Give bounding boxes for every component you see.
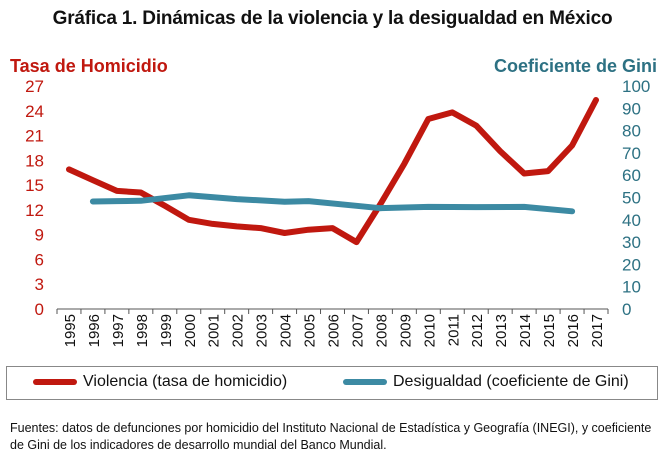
chart-title: Gráfica 1. Dinámicas de la violencia y l…	[52, 8, 613, 29]
right-tick-label: 0	[622, 300, 631, 319]
legend: Violencia (tasa de homicidio) Desigualda…	[6, 366, 658, 400]
legend-item-violence: Violencia (tasa de homicidio)	[33, 373, 287, 391]
right-axis-title: Coeficiente de Gini	[493, 56, 657, 76]
left-tick-label: 24	[25, 102, 44, 121]
x-tick-label: 2009	[397, 314, 414, 347]
right-tick-label: 100	[622, 77, 650, 96]
x-tick-label: 2013	[493, 314, 510, 347]
left-tick-label: 27	[25, 77, 44, 96]
x-tick-label: 2012	[469, 314, 486, 347]
x-tick-label: 2000	[182, 314, 199, 347]
x-tick-label: 2003	[254, 314, 271, 347]
right-tick-label: 10	[622, 278, 641, 297]
x-tick-label: 2006	[326, 314, 343, 347]
left-axis-title: Tasa de Homicidio	[10, 56, 168, 76]
x-tick-label: 1995	[62, 314, 79, 347]
x-tick-label: 2015	[541, 314, 558, 347]
x-tick-label: 1999	[158, 314, 175, 347]
x-tick-label: 2001	[206, 314, 223, 347]
x-tick-label: 2017	[589, 314, 606, 347]
left-tick-label: 18	[25, 151, 44, 170]
right-tick-label: 60	[622, 166, 641, 185]
right-tick-label: 70	[622, 144, 641, 163]
left-tick-label: 21	[25, 127, 44, 146]
left-tick-label: 3	[35, 275, 44, 294]
right-tick-label: 30	[622, 233, 641, 252]
line-chart: 0 3 6 9 12 15 18 21 24 27 0 10 20 30 40 50 60 70 80 90 100 19…	[25, 77, 650, 347]
left-tick-label: 9	[35, 226, 44, 245]
left-tick-label: 12	[25, 201, 44, 220]
series-line-violence	[66, 97, 599, 246]
x-tick-label: 1996	[86, 314, 103, 347]
x-tick-label: 1998	[134, 314, 151, 347]
left-tick-label: 15	[25, 176, 44, 195]
legend-label-violence: Violencia (tasa de homicidio)	[83, 373, 288, 390]
legend-item-inequality: Desigualdad (coeficiente de Gini)	[343, 373, 629, 391]
x-tick-label: 2016	[565, 314, 582, 347]
legend-swatch-inequality	[343, 378, 387, 385]
right-tick-label: 50	[622, 189, 641, 208]
left-tick-label: 6	[35, 250, 44, 269]
x-tick-label: 2004	[278, 314, 295, 347]
left-tick-label: 0	[35, 300, 44, 319]
legend-label-inequality: Desigualdad (coeficiente de Gini)	[393, 373, 629, 390]
right-tick-label: 40	[622, 211, 641, 230]
right-tick-label: 80	[622, 122, 641, 141]
x-tick-label: 2005	[302, 314, 319, 347]
x-tick-label: 2007	[349, 314, 366, 347]
x-tick-label: 2011	[445, 314, 462, 346]
x-tick-label: 2014	[517, 314, 534, 347]
x-tick-label: 2010	[421, 314, 438, 347]
x-tick-label: 2008	[373, 314, 390, 347]
x-tick-label: 2002	[230, 314, 247, 347]
x-tick-label: 1997	[110, 314, 127, 347]
right-tick-label: 90	[622, 99, 641, 118]
right-tick-label: 20	[622, 255, 641, 274]
legend-swatch-violence	[33, 378, 77, 385]
source-note: Fuentes: datos de defunciones por homici…	[10, 421, 652, 452]
